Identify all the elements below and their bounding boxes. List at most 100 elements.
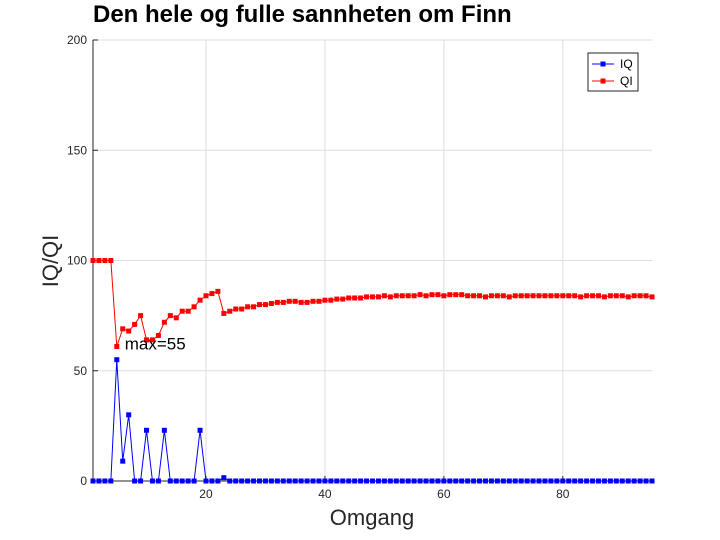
data-point-iq — [209, 478, 215, 484]
data-point-qi — [435, 292, 441, 298]
data-point-iq — [595, 478, 601, 484]
data-point-qi — [340, 296, 346, 302]
y-tick-label: 50 — [74, 364, 88, 378]
data-point-qi — [149, 337, 155, 343]
data-point-iq — [518, 478, 524, 484]
series — [90, 258, 655, 484]
y-axis-label: IQ/QI — [38, 235, 63, 288]
data-point-iq — [96, 478, 102, 484]
series-iq — [90, 357, 655, 484]
data-point-qi — [108, 258, 114, 263]
data-point-iq — [488, 478, 494, 484]
data-point-qi — [524, 293, 530, 299]
data-point-iq — [191, 478, 197, 484]
data-point-iq — [233, 478, 239, 484]
data-point-qi — [251, 304, 257, 310]
data-point-iq — [203, 478, 209, 484]
data-point-iq — [149, 478, 155, 484]
data-point-qi — [120, 326, 126, 332]
x-tick-label: 40 — [318, 487, 332, 501]
y-tick-label: 200 — [67, 33, 87, 47]
data-point-qi — [197, 297, 203, 303]
data-point-iq — [542, 478, 548, 484]
y-tick-label: 150 — [67, 143, 87, 157]
data-point-qi — [637, 293, 643, 299]
data-point-qi — [346, 295, 352, 301]
data-point-iq — [179, 478, 185, 484]
data-point-iq — [90, 478, 96, 484]
data-point-qi — [536, 293, 542, 299]
data-point-iq — [251, 478, 257, 484]
data-point-qi — [334, 296, 340, 302]
data-point-iq — [370, 478, 375, 484]
data-point-qi — [518, 293, 524, 299]
data-point-iq — [637, 478, 643, 484]
data-point-qi — [607, 293, 613, 299]
data-point-qi — [173, 315, 179, 321]
data-point-iq — [340, 478, 346, 484]
data-point-iq — [173, 478, 179, 484]
data-point-iq — [459, 478, 465, 484]
data-point-iq — [512, 478, 518, 484]
data-point-iq — [494, 478, 500, 484]
data-point-qi — [542, 293, 548, 299]
legend-box — [587, 52, 639, 92]
data-point-iq — [590, 478, 596, 484]
data-point-iq — [358, 478, 364, 484]
data-point-qi — [601, 294, 607, 300]
data-point-iq — [423, 478, 429, 484]
data-point-iq — [375, 478, 381, 484]
data-point-iq — [352, 478, 358, 484]
data-point-qi — [441, 293, 447, 299]
data-point-iq — [566, 478, 572, 484]
data-point-iq — [435, 478, 441, 484]
data-point-iq — [643, 478, 649, 484]
data-point-qi — [114, 343, 120, 349]
data-point-qi — [257, 302, 263, 308]
data-point-qi — [417, 292, 423, 298]
data-point-qi — [167, 313, 173, 319]
data-point-qi — [649, 294, 655, 300]
data-point-qi — [185, 308, 191, 314]
legend-item-iq: IQ — [592, 57, 633, 71]
data-point-iq — [387, 478, 393, 484]
data-point-iq — [578, 478, 584, 484]
data-point-qi — [453, 292, 459, 298]
data-point-iq — [607, 478, 613, 484]
data-point-iq — [245, 478, 251, 484]
data-point-qi — [631, 293, 637, 299]
data-point-qi — [548, 293, 554, 299]
data-point-iq — [328, 478, 334, 484]
data-point-iq — [625, 478, 631, 484]
data-point-iq — [197, 427, 203, 433]
data-point-qi — [239, 306, 245, 312]
data-point-iq — [500, 478, 506, 484]
data-point-iq — [411, 478, 417, 484]
legend: IQ QI — [587, 52, 639, 92]
data-point-qi — [268, 300, 274, 306]
data-point-iq — [548, 478, 554, 484]
data-point-qi — [494, 293, 500, 299]
data-point-iq — [381, 478, 387, 484]
data-point-qi — [465, 293, 471, 299]
data-point-iq — [346, 478, 352, 484]
data-point-qi — [286, 298, 292, 304]
legend-label: IQ — [620, 57, 633, 71]
data-point-iq — [144, 427, 150, 433]
data-point-qi — [584, 293, 590, 299]
data-point-qi — [387, 294, 393, 300]
data-point-qi — [179, 308, 185, 314]
data-point-qi — [316, 298, 322, 304]
data-point-iq — [138, 478, 144, 484]
data-point-iq — [364, 478, 370, 484]
data-point-iq — [429, 478, 435, 484]
data-point-qi — [471, 293, 477, 299]
data-point-qi — [370, 294, 375, 300]
series-line-iq — [93, 359, 652, 482]
data-point-qi — [298, 299, 304, 305]
data-point-qi — [405, 293, 411, 299]
data-point-qi — [429, 292, 435, 298]
data-point-qi — [625, 294, 631, 300]
data-point-iq — [120, 458, 126, 464]
data-point-iq — [304, 478, 310, 484]
